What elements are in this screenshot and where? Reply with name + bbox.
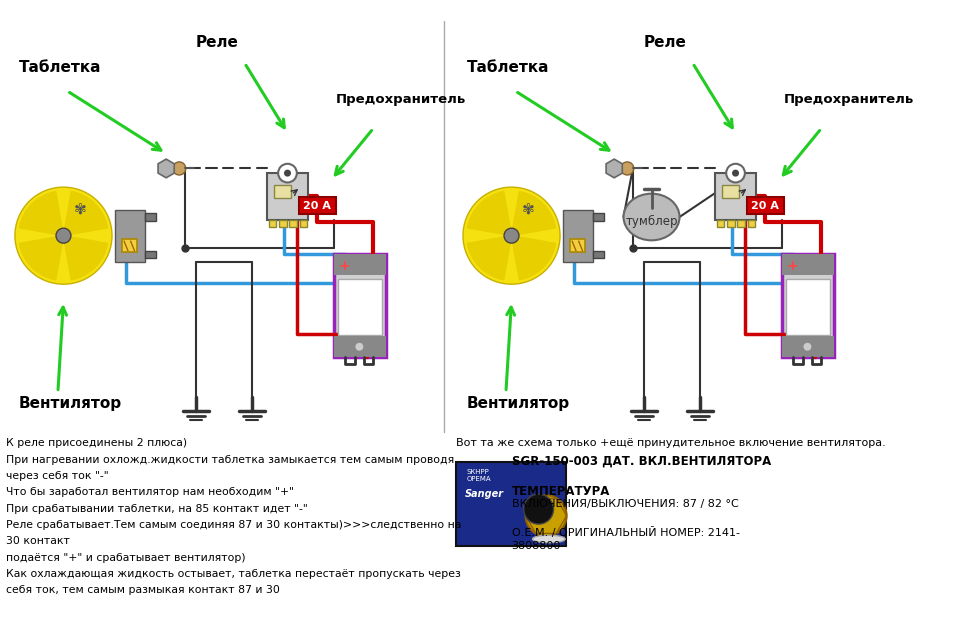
Text: Реле срабатывает.Тем самым соединяя 87 и 30 контакты)>>>следственно на: Реле срабатывает.Тем самым соединяя 87 и… (6, 520, 461, 530)
Bar (782, 255, 833, 275)
Text: Вот та же схема только +ещё принудительное включение вентилятора.: Вот та же схема только +ещё принудительн… (455, 438, 885, 448)
Bar (122, 239, 137, 253)
Text: тумблер: тумблер (625, 215, 678, 228)
Bar (300, 220, 307, 227)
Bar (782, 255, 833, 357)
Bar (723, 185, 739, 198)
Circle shape (285, 170, 290, 176)
Bar (334, 255, 386, 357)
Text: подаётся "+" и срабатывает вентилятор): подаётся "+" и срабатывает вентилятор) (6, 553, 245, 563)
Bar (334, 255, 386, 275)
Text: Как охлаждающая жидкость остывает, таблетка перестаёт пропускать через: Как охлаждающая жидкость остывает, табле… (6, 569, 461, 579)
Circle shape (732, 170, 738, 176)
Bar (727, 220, 734, 227)
Wedge shape (19, 236, 63, 280)
Circle shape (278, 164, 297, 183)
Text: Что бы заработал вентилятор нам необходим "+": Что бы заработал вентилятор нам необходи… (6, 487, 294, 497)
Wedge shape (512, 236, 556, 280)
Bar (570, 239, 586, 253)
Text: Sanger: Sanger (465, 489, 504, 499)
Bar (299, 197, 336, 214)
Text: Предохранитель: Предохранитель (784, 93, 914, 106)
Circle shape (15, 187, 112, 284)
Circle shape (803, 342, 812, 352)
Wedge shape (63, 192, 108, 236)
Bar (145, 251, 156, 258)
Circle shape (173, 162, 185, 175)
Text: ✾: ✾ (522, 202, 535, 217)
Text: Таблетка: Таблетка (18, 60, 101, 76)
Circle shape (354, 342, 364, 352)
Text: К реле присоединены 2 плюса): К реле присоединены 2 плюса) (6, 438, 187, 448)
Bar (592, 251, 604, 258)
Bar (747, 197, 784, 214)
Wedge shape (468, 192, 512, 236)
Text: Таблетка: Таблетка (467, 60, 549, 76)
Bar (267, 173, 308, 220)
Text: 20 А: 20 А (752, 201, 780, 211)
Bar (289, 220, 297, 227)
Text: 3808800: 3808800 (512, 541, 561, 551)
Bar (782, 336, 833, 357)
Ellipse shape (624, 193, 680, 240)
Bar (338, 278, 382, 335)
Bar (563, 210, 592, 262)
Bar (275, 185, 291, 198)
Text: Предохранитель: Предохранитель (336, 93, 467, 106)
Bar (737, 220, 745, 227)
Text: Вентилятор: Вентилятор (467, 396, 570, 411)
Text: ВКЛЮЧЕНИЯ/ВЫКЛЮЧЕНИЯ: 87 / 82 °C: ВКЛЮЧЕНИЯ/ВЫКЛЮЧЕНИЯ: 87 / 82 °C (512, 499, 738, 509)
Circle shape (523, 494, 554, 524)
Text: Реле: Реле (196, 35, 239, 50)
Text: +: + (339, 258, 350, 273)
Ellipse shape (533, 536, 565, 543)
Wedge shape (63, 236, 108, 280)
Text: +: + (787, 258, 799, 273)
Text: 20 А: 20 А (303, 201, 331, 211)
Bar (334, 336, 386, 357)
Wedge shape (512, 192, 556, 236)
Text: 30 контакт: 30 контакт (6, 536, 69, 546)
Bar (717, 220, 725, 227)
Circle shape (504, 228, 519, 243)
Bar (145, 214, 156, 220)
Wedge shape (19, 192, 63, 236)
Polygon shape (158, 159, 174, 178)
Bar (115, 210, 145, 262)
Circle shape (621, 162, 634, 175)
Text: ТЕМПЕРАТУРА: ТЕМПЕРАТУРА (512, 485, 610, 498)
Bar (592, 214, 604, 220)
Bar (279, 220, 287, 227)
Ellipse shape (525, 495, 566, 536)
Polygon shape (606, 159, 622, 178)
Text: через себя ток "-": через себя ток "-" (6, 471, 108, 481)
Text: О.Е.М. / ОРИГИНАЛЬНЫЙ НОМЕР: 2141-: О.Е.М. / ОРИГИНАЛЬНЫЙ НОМЕР: 2141- (512, 527, 739, 538)
Bar (748, 220, 756, 227)
Bar (786, 278, 829, 335)
Bar (455, 462, 565, 546)
Text: При нагревании охложд.жидкости таблетка замыкается тем самым проводя: При нагревании охложд.жидкости таблетка … (6, 455, 454, 464)
Circle shape (463, 187, 560, 284)
Text: Вентилятор: Вентилятор (18, 396, 122, 411)
Circle shape (726, 164, 745, 183)
Text: При срабатывании таблетки, на 85 контакт идет "-": При срабатывании таблетки, на 85 контакт… (6, 503, 307, 513)
Text: Реле: Реле (644, 35, 687, 50)
Bar (715, 173, 756, 220)
Text: себя ток, тем самым размыкая контакт 87 и 30: себя ток, тем самым размыкая контакт 87 … (6, 585, 279, 595)
Wedge shape (468, 236, 512, 280)
Text: SGR-150-003 ДАТ. ВКЛ.ВЕНТИЛЯТОРА: SGR-150-003 ДАТ. ВКЛ.ВЕНТИЛЯТОРА (512, 455, 771, 468)
Circle shape (56, 228, 71, 243)
Bar (269, 220, 276, 227)
Text: ✾: ✾ (74, 202, 86, 217)
Text: SКНРР
ОРЕМА: SКНРР ОРЕМА (467, 469, 492, 482)
